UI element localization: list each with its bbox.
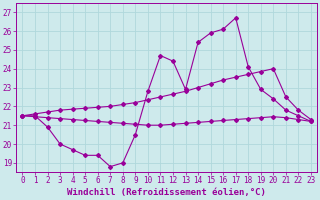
X-axis label: Windchill (Refroidissement éolien,°C): Windchill (Refroidissement éolien,°C)	[67, 188, 266, 197]
